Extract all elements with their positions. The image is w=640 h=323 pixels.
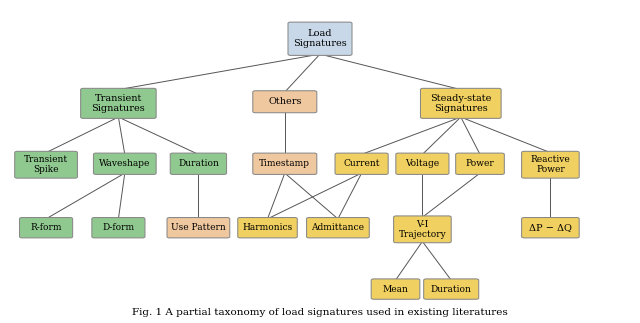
Text: Timestamp: Timestamp (259, 159, 310, 168)
FancyBboxPatch shape (307, 218, 369, 238)
FancyBboxPatch shape (167, 218, 230, 238)
Text: Transient
Signatures: Transient Signatures (92, 94, 145, 113)
Text: Steady-state
Signatures: Steady-state Signatures (430, 94, 492, 113)
FancyBboxPatch shape (371, 279, 420, 299)
Text: D-form: D-form (102, 223, 134, 232)
FancyBboxPatch shape (522, 151, 579, 178)
FancyBboxPatch shape (81, 88, 156, 118)
Text: Transient
Spike: Transient Spike (24, 155, 68, 174)
FancyBboxPatch shape (15, 151, 77, 178)
FancyBboxPatch shape (394, 216, 451, 243)
FancyBboxPatch shape (253, 153, 317, 174)
FancyBboxPatch shape (253, 91, 317, 113)
Text: Reactive
Power: Reactive Power (531, 155, 570, 174)
FancyBboxPatch shape (170, 153, 227, 174)
FancyBboxPatch shape (92, 218, 145, 238)
FancyBboxPatch shape (93, 153, 156, 174)
Text: Harmonics: Harmonics (243, 223, 292, 232)
Text: Use Pattern: Use Pattern (171, 223, 226, 232)
Text: R-form: R-form (30, 223, 62, 232)
Text: Waveshape: Waveshape (99, 159, 150, 168)
FancyBboxPatch shape (420, 88, 501, 118)
FancyBboxPatch shape (396, 153, 449, 174)
Text: Voltage: Voltage (405, 159, 440, 168)
Text: Current: Current (343, 159, 380, 168)
Text: Mean: Mean (383, 285, 408, 294)
Text: Load
Signatures: Load Signatures (293, 29, 347, 48)
FancyBboxPatch shape (238, 218, 298, 238)
FancyBboxPatch shape (424, 279, 479, 299)
Text: V-I
Trajectory: V-I Trajectory (399, 220, 446, 239)
Text: Duration: Duration (178, 159, 219, 168)
Text: ΔP − ΔQ: ΔP − ΔQ (529, 223, 572, 232)
Text: Fig. 1 A partial taxonomy of load signatures used in existing literatures: Fig. 1 A partial taxonomy of load signat… (132, 308, 508, 317)
FancyBboxPatch shape (522, 218, 579, 238)
Text: Duration: Duration (431, 285, 472, 294)
FancyBboxPatch shape (456, 153, 504, 174)
Text: Power: Power (466, 159, 494, 168)
FancyBboxPatch shape (19, 218, 72, 238)
FancyBboxPatch shape (335, 153, 388, 174)
FancyBboxPatch shape (288, 22, 352, 56)
Text: Admittance: Admittance (312, 223, 364, 232)
Text: Others: Others (268, 97, 301, 106)
